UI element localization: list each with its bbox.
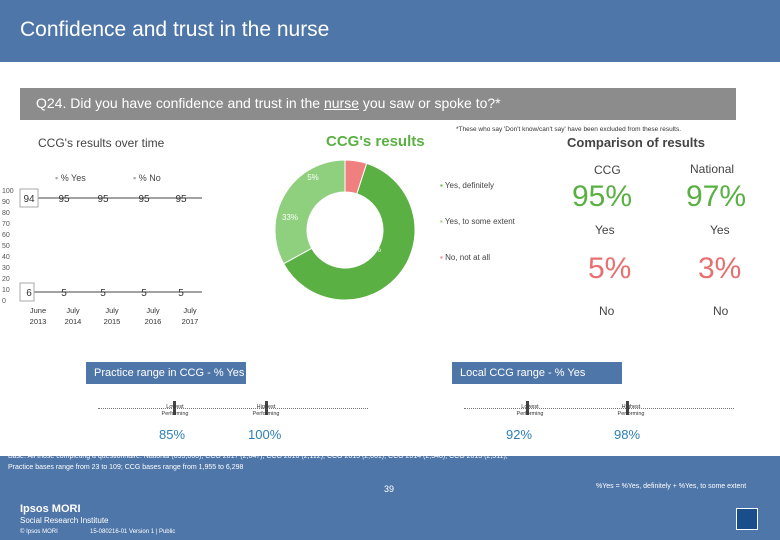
- trend-no-value: 6: [26, 288, 32, 299]
- practice-highest-tick: [265, 401, 268, 415]
- trend-yes-value: 95: [138, 194, 150, 205]
- trend-year-label: July: [183, 306, 197, 315]
- page-number: 39: [384, 484, 395, 494]
- yes-formula: %Yes = %Yes, definitely + %Yes, to some …: [596, 483, 747, 490]
- trend-no-value: 5: [178, 288, 184, 299]
- local-lowest-label: Lowest Performing: [516, 404, 544, 417]
- trend-no-value: 5: [61, 288, 67, 299]
- local-lowest-tick: [526, 401, 529, 415]
- local-range-title: Local CCG range - % Yes: [452, 362, 622, 384]
- practice-range-title-text: Practice range in CCG - % Yes: [94, 367, 245, 379]
- question-prefix: Q24. Did you have confidence and trust i…: [36, 95, 324, 111]
- page-title: Confidence and trust in the nurse: [20, 18, 330, 41]
- local-highest-tick: [626, 401, 629, 415]
- trend-year-label: July: [146, 306, 160, 315]
- comparison-yes-label-national: Yes: [710, 223, 730, 237]
- local-range-line: [464, 408, 734, 409]
- donut-legend-0-label: Yes, definitely: [444, 181, 494, 190]
- donut-legend-1-label: Yes, to some extent: [444, 217, 515, 226]
- local-lowest-value: 92%: [506, 427, 533, 442]
- trend-legend-yes: ▪ % Yes: [55, 173, 86, 183]
- version-note: 15-080216-01 Version 1 | Public: [90, 529, 176, 535]
- donut-legend-1: ▪ Yes, to some extent: [440, 217, 515, 226]
- practice-lowest-tick: [173, 401, 176, 415]
- logo-line1: Ipsos MORI: [20, 503, 81, 515]
- question-bar: Q24. Did you have confidence and trust i…: [20, 88, 736, 120]
- comparison-no-label-national: No: [713, 304, 729, 318]
- trend-no-value: 5: [141, 288, 147, 299]
- trend-y-tick: 0: [2, 298, 6, 305]
- header-bar: [0, 0, 780, 62]
- practice-highest-value: 100%: [248, 427, 282, 442]
- trend-no-box: [19, 282, 35, 302]
- donut-legend-2-label: No, not at all: [445, 253, 490, 262]
- trend-y-tick: 100: [2, 188, 14, 195]
- trend-title: CCG's results over time: [38, 136, 165, 150]
- donut-legend-0: ▪ Yes, definitely: [440, 181, 494, 190]
- trend-y-tick: 40: [2, 254, 10, 261]
- local-highest-label: Highest Performing: [617, 404, 645, 417]
- base-note: Base: All those completing a questionnai…: [8, 453, 508, 471]
- donut-slice-label: 62%: [365, 245, 381, 254]
- ipsos-logo-icon: [736, 508, 758, 530]
- trend-y-tick: 80: [2, 210, 10, 217]
- footer-bar: [0, 456, 780, 540]
- trend-year-label: June: [30, 306, 46, 315]
- trend-yes-value: 95: [97, 194, 109, 205]
- trend-chart: 94 6 June 2013 95 5 July 2014 95 5 July 2015 95 5 July…: [19, 188, 202, 326]
- donut-legend-2: ▪ No, not at all: [440, 253, 490, 262]
- comparison-yes-label-ccg: Yes: [595, 223, 615, 237]
- donut-title: CCG's results: [326, 133, 425, 150]
- trend-yes-value: 95: [175, 194, 187, 205]
- trend-y-tick: 70: [2, 221, 10, 228]
- trend-year-label: 2015: [104, 317, 121, 326]
- practice-highest-label: Highest Performing: [252, 404, 280, 417]
- trend-y-tick: 30: [2, 265, 10, 272]
- trend-no-value: 5: [100, 288, 106, 299]
- trend-legend-yes-label: % Yes: [60, 173, 86, 183]
- donut-slice-label: 5%: [307, 173, 319, 182]
- donut-slice: [344, 159, 368, 195]
- local-highest-value: 98%: [614, 427, 641, 442]
- local-range-title-text: Local CCG range - % Yes: [460, 367, 586, 379]
- copyright: © Ipsos MORI: [20, 529, 58, 535]
- trend-legend-no: ▪ % No: [133, 173, 161, 183]
- practice-range-title: Practice range in CCG - % Yes: [86, 362, 246, 384]
- logo-line2: Social Research Institute: [20, 516, 109, 525]
- comparison-national-no: 3%: [698, 252, 742, 285]
- trend-year-label: July: [66, 306, 80, 315]
- trend-yes-value: 95: [58, 194, 70, 205]
- comparison-national-yes: 97%: [686, 180, 747, 213]
- comparison-ccg-no: 5%: [588, 252, 632, 285]
- trend-yes-value: 94: [23, 194, 35, 205]
- trend-yes-box: [19, 188, 39, 208]
- trend-year-label: July: [105, 306, 119, 315]
- practice-range-line: [98, 408, 368, 409]
- comparison-ccg-yes: 95%: [572, 180, 633, 213]
- trend-legend-no-label: % No: [138, 173, 161, 183]
- trend-y-tick: 20: [2, 276, 10, 283]
- question-suffix: you saw or spoke to?*: [359, 95, 501, 111]
- donut-slice: [274, 159, 346, 265]
- trend-y-tick: 90: [2, 199, 10, 206]
- practice-lowest-label: Lowest Performing: [161, 404, 189, 417]
- trend-year-label: 2016: [145, 317, 162, 326]
- donut-slice-label: 33%: [282, 213, 298, 222]
- trend-y-tick: 50: [2, 243, 10, 250]
- comparison-ccg-label: CCG: [594, 163, 621, 177]
- trend-y-tick: 10: [2, 287, 10, 294]
- question-underlined: nurse: [323, 95, 359, 111]
- trend-year-label: 2013: [30, 317, 47, 326]
- donut-chart: 62% 33% 5%: [274, 159, 416, 301]
- comparison-national-label: National: [690, 162, 735, 176]
- trend-year-label: 2017: [182, 317, 199, 326]
- question-text: Q24. Did you have confidence and trust i…: [36, 95, 501, 111]
- exclusion-note: *These who say 'Don't know/can't say' ha…: [456, 126, 681, 133]
- comparison-no-label-ccg: No: [599, 304, 615, 318]
- trend-year-label: 2014: [65, 317, 82, 326]
- comparison-title: Comparison of results: [567, 135, 705, 150]
- donut-slice: [282, 162, 416, 301]
- trend-y-tick: 60: [2, 232, 10, 239]
- practice-lowest-value: 85%: [159, 427, 186, 442]
